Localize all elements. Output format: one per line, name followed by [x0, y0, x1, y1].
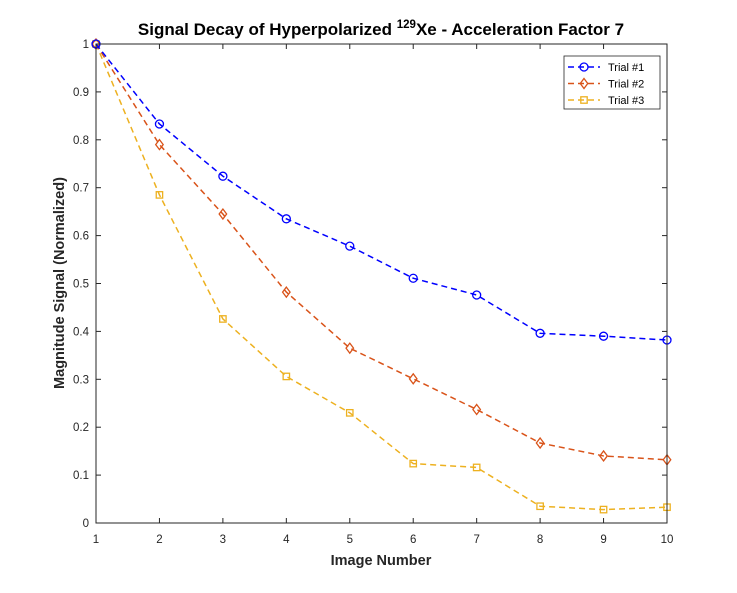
- y-tick-label: 0.9: [73, 87, 89, 99]
- legend-marker: [579, 77, 589, 90]
- data-point: [345, 342, 355, 355]
- axes-frame: [95, 43, 668, 524]
- chart-title-suffix: Xe - Acceleration Factor 7: [416, 20, 624, 39]
- y-tick-label: 0.2: [73, 422, 89, 434]
- data-point: [345, 241, 355, 251]
- data-point: [218, 207, 228, 221]
- data-point: [409, 459, 418, 468]
- series-line: [95, 43, 668, 341]
- x-axis-label: Image Number: [331, 553, 432, 569]
- x-tick-label: 8: [537, 534, 543, 546]
- ticks-group: 1 2 3 4 5 6 7 8 9 10 0 0.1 0.2 0.3 0.4 0.5 0.6 0.7 0.8 0.9 1: [73, 39, 673, 546]
- data-point: [408, 273, 418, 283]
- chart-title-prefix: Signal Decay of Hyperpolarized: [138, 20, 397, 39]
- data-point: [281, 286, 291, 299]
- data-point: [472, 290, 482, 300]
- data-point: [598, 449, 609, 463]
- series-line: [95, 43, 668, 461]
- legend-entry: Trial #3: [568, 95, 644, 107]
- legend-marker: [580, 96, 588, 104]
- data-point: [408, 372, 418, 385]
- y-tick-label: 1: [83, 39, 89, 51]
- x-tick-label: 3: [220, 534, 226, 546]
- data-point: [218, 171, 228, 181]
- y-tick-label: 0.1: [73, 470, 89, 482]
- data-point: [281, 214, 291, 224]
- data-point: [535, 436, 545, 450]
- x-tick-label: 9: [600, 534, 606, 546]
- data-point: [599, 505, 608, 514]
- x-tick-label: 2: [156, 534, 162, 546]
- legend-marker: [579, 62, 589, 72]
- x-tick-label: 6: [410, 534, 416, 546]
- series-group: [91, 37, 672, 514]
- data-point: [598, 331, 609, 341]
- series-2: [91, 37, 672, 466]
- x-tick-label: 4: [283, 534, 290, 546]
- data-point: [345, 408, 354, 417]
- legend-label: Trial #3: [608, 95, 644, 107]
- data-point: [219, 315, 227, 323]
- x-tick-label: 7: [473, 534, 479, 546]
- data-point: [472, 403, 482, 416]
- data-point: [472, 463, 481, 472]
- y-tick-label: 0.3: [73, 374, 89, 386]
- legend-entry: Trial #2: [568, 77, 644, 91]
- data-point: [536, 502, 544, 511]
- data-point: [154, 119, 165, 129]
- x-tick-label: 5: [347, 534, 353, 546]
- plot-area: [96, 44, 667, 523]
- x-tick-label: 10: [661, 534, 674, 546]
- data-point: [535, 328, 545, 338]
- y-tick-label: 0.5: [73, 279, 89, 291]
- y-tick-label: 0: [83, 518, 89, 530]
- chart-title-superscript: 129: [397, 19, 416, 31]
- y-axis-label: Magnitude Signal (Normalized): [52, 177, 68, 389]
- data-point: [154, 138, 165, 151]
- y-tick-label: 0.4: [73, 326, 90, 338]
- legend-entry: Trial #1: [568, 62, 644, 74]
- y-tick-label: 0.8: [73, 135, 89, 147]
- chart-title: Signal Decay of Hyperpolarized 129Xe - A…: [138, 19, 624, 39]
- y-tick-label: 0.6: [73, 231, 89, 243]
- legend-label: Trial #1: [608, 62, 644, 74]
- series-line: [95, 43, 668, 511]
- legend: Trial #1 Trial #2 Trial #3: [563, 55, 661, 110]
- data-point: [155, 191, 164, 199]
- y-tick-label: 0.7: [73, 183, 89, 195]
- data-point: [282, 372, 291, 381]
- x-tick-label: 1: [93, 534, 99, 546]
- legend-label: Trial #2: [608, 79, 644, 91]
